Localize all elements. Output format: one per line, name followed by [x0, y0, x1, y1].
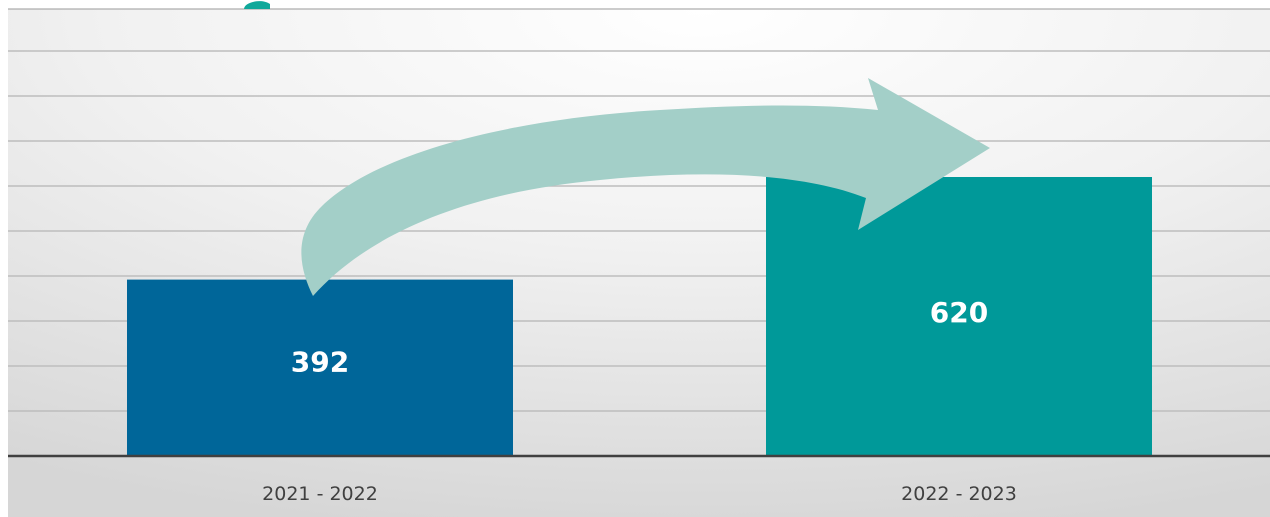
- bar-2: [766, 177, 1152, 456]
- x-tick-label-1: 2021 - 2022: [262, 483, 378, 505]
- increase-arrow: [301, 78, 990, 296]
- bar-1: [127, 279, 513, 456]
- data-labels: 392 620: [291, 296, 988, 378]
- title-fragment-glyph: [244, 1, 270, 9]
- data-label-2: 620: [930, 296, 988, 329]
- x-axis-tick-labels: 2021 - 2022 2022 - 2023: [262, 483, 1017, 505]
- x-tick-label-2: 2022 - 2023: [901, 483, 1017, 505]
- curved-arrow-icon: [301, 78, 990, 296]
- bars: [127, 177, 1152, 456]
- data-label-1: 392: [291, 345, 349, 378]
